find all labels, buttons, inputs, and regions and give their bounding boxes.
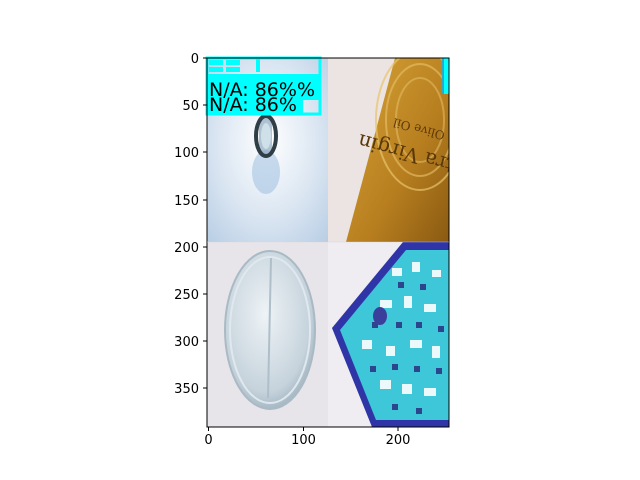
- detection-marker: [209, 60, 223, 65]
- detection-marker: [226, 60, 240, 65]
- y-tick-label: 350: [174, 382, 199, 397]
- x-tick-label: 100: [291, 433, 316, 448]
- axes-frame: [206, 57, 450, 428]
- x-axis: 0 100 200: [204, 427, 410, 448]
- y-tick-label: 200: [174, 241, 199, 256]
- y-tick-label: 0: [191, 52, 199, 67]
- detection-marker: [256, 58, 260, 72]
- tile-printed-sheet: [328, 242, 449, 427]
- detection-label-bg: [207, 88, 303, 114]
- y-tick-label: 50: [182, 99, 199, 114]
- detection-box-marker: [444, 58, 449, 94]
- x-tick-label: 200: [386, 433, 411, 448]
- detection-overlay: N/A: 86% N/A: 86%%: [205, 56, 449, 116]
- y-tick-label: 300: [174, 335, 199, 350]
- y-axis: 0 50 100 150 200 250 300 350: [174, 52, 207, 397]
- y-tick-label: 250: [174, 288, 199, 303]
- y-tick-label: 150: [174, 194, 199, 209]
- detection-marker: [226, 67, 240, 72]
- y-tick-label: 100: [174, 146, 199, 161]
- detection-marker: [209, 67, 223, 72]
- x-tick-label: 0: [204, 433, 212, 448]
- tile-olive-oil-label: Extra Virgin Olive Oil: [328, 58, 449, 242]
- detection-label-back: N/A: 86%: [209, 94, 297, 116]
- tile-pill: [207, 242, 328, 427]
- detection-label: N/A: 86%%: [209, 79, 315, 101]
